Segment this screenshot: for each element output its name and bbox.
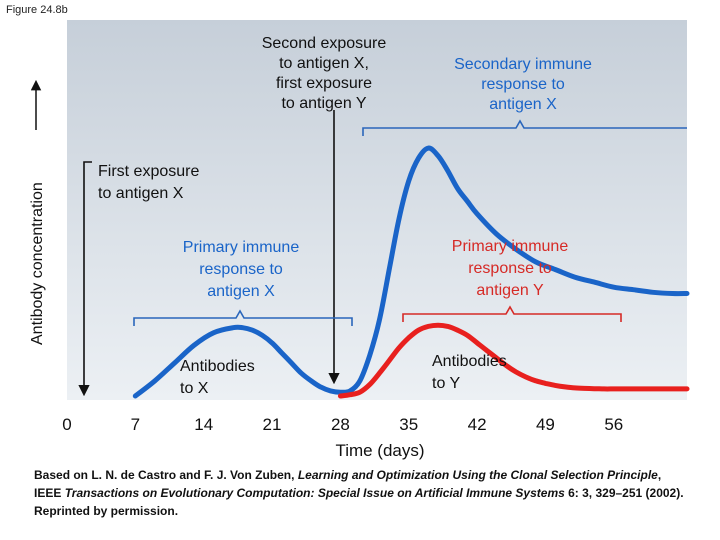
x-axis-label: Time (days) [335,441,424,460]
figure-label: Figure 24.8b [6,4,68,16]
antibodies-to-x-curve [132,145,690,399]
secondary-response-label: Secondary immune response to antigen X [454,56,592,113]
second-exposure-label: Second exposure to antigen X, first expo… [262,35,387,112]
primary-x-line: antigen X [207,283,275,300]
x-tick-label: 14 [194,415,213,434]
primary-y-line: antigen Y [476,282,544,299]
primary-x-line: Primary immune [183,239,300,256]
second-exposure-line: first exposure [276,75,372,92]
primary-x-label: Primary immune response to antigen X [183,239,300,300]
caption-journal: Transactions on Evolutionary Computation… [64,486,565,500]
x-tick-label: 0 [62,415,71,434]
x-tick-label: 21 [263,415,282,434]
first-exposure-label: First exposure to antigen X [98,163,199,202]
chart: Antibody concentration Second exposure t… [29,20,690,460]
plot-background [67,20,687,400]
primary-y-line: response to [468,260,552,277]
x-tick-labels: 0 7 14 21 28 35 42 49 56 [62,415,623,434]
caption-middle: , IEEE [34,468,662,500]
primary-y-line: Primary immune [452,238,569,255]
primary-y-label: Primary immune response to antigen Y [452,238,569,299]
antibodies-y-label: Antibodies to Y [432,353,507,392]
caption-suffix: 6: 3, 329–251 (2002). Reprinted by permi… [34,486,684,518]
antibodies-x-label: Antibodies to X [180,358,255,397]
antibodies-y-line: Antibodies [432,353,507,370]
caption-prefix: Based on L. N. de Castro and F. J. Von Z… [34,468,298,482]
caption-title: Learning and Optimization Using the Clon… [297,468,658,482]
second-exposure-line: Second exposure [262,35,387,52]
secondary-response-line: antigen X [489,96,557,113]
x-tick-label: 7 [131,415,140,434]
first-exposure-arrow [78,161,92,397]
secondary-response-line: response to [481,76,565,93]
secondary-x-brace [362,119,687,136]
primary-x-brace [133,309,353,326]
secondary-response-line: Secondary immune [454,56,592,73]
second-exposure-line: to antigen X, [279,55,369,72]
second-exposure-line: to antigen Y [281,95,366,112]
first-exposure-line: First exposure [98,163,199,180]
primary-y-brace [402,305,622,322]
antibodies-y-line: to Y [432,375,461,392]
y-axis-label: Antibody concentration [29,182,46,345]
x-tick-label: 42 [468,415,487,434]
x-tick-label: 28 [331,415,350,434]
antibodies-to-y-curve [337,322,690,399]
caption: Based on L. N. de Castro and F. J. Von Z… [34,466,684,520]
antibodies-x-line: to X [180,380,209,397]
x-tick-label: 35 [399,415,418,434]
x-tick-label: 56 [604,415,623,434]
first-exposure-line: to antigen X [98,185,184,202]
x-tick-label: 49 [536,415,555,434]
primary-x-line: response to [199,261,283,278]
antibodies-x-line: Antibodies [180,358,255,375]
